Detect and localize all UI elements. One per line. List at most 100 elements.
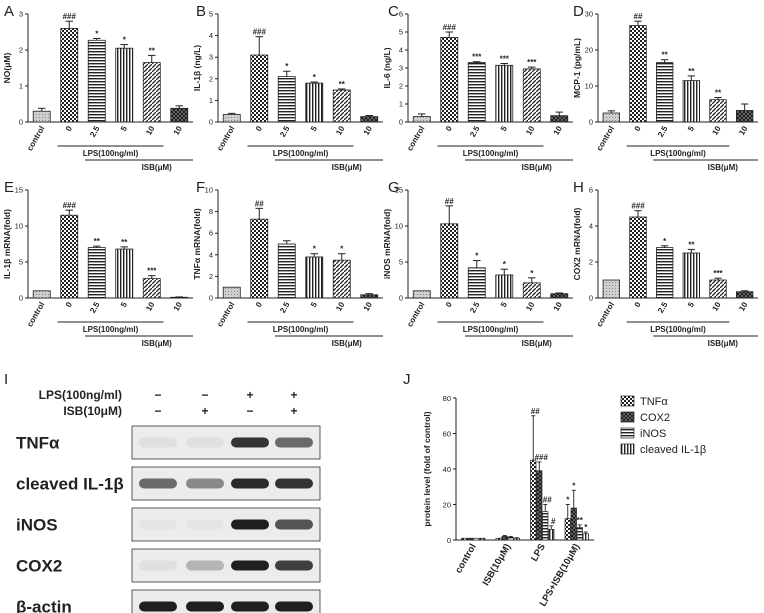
significance-mark: * xyxy=(123,36,127,45)
bar xyxy=(736,291,754,299)
x-tick-label: 10 xyxy=(362,124,375,137)
bar xyxy=(440,37,459,123)
x-tick-label: 10 xyxy=(362,300,375,313)
band xyxy=(139,601,177,612)
x-tick-label: 5 xyxy=(499,300,509,309)
x-tick-label: 2.5 xyxy=(656,300,670,315)
lps-label: LPS(100ng/ml) xyxy=(273,149,329,158)
x-tick-label: 10 xyxy=(172,300,185,313)
significance-mark: * xyxy=(313,73,317,82)
bar xyxy=(170,107,189,123)
x-tick-label: 5 xyxy=(119,124,129,133)
y-tick-label: 15 xyxy=(15,186,23,195)
lps-label: LPS(100ng/ml) xyxy=(83,149,139,158)
bar xyxy=(467,537,474,541)
x-tick-label: LPS xyxy=(529,542,548,564)
panel-letter-f: F xyxy=(196,179,205,196)
condition-mark: + xyxy=(290,404,297,418)
significance-mark: *** xyxy=(472,53,482,62)
condition-label: LPS(100ng/ml) xyxy=(39,388,122,402)
x-tick-label: 0 xyxy=(444,124,454,133)
y-axis-label: MCP-1 (pg/mL) xyxy=(572,38,582,98)
bar xyxy=(250,54,269,123)
band-label: iNOS xyxy=(16,516,58,535)
y-tick-label: 10 xyxy=(15,222,23,231)
x-tick-label: control xyxy=(25,301,46,329)
significance-mark: * xyxy=(313,245,317,254)
x-tick-label: 5 xyxy=(686,300,696,309)
bar xyxy=(709,99,727,123)
isb-label: ISB(μM) xyxy=(708,339,739,348)
bar xyxy=(360,116,379,123)
x-tick-label: 2.5 xyxy=(88,300,102,315)
bar xyxy=(542,511,549,541)
x-tick-label: 5 xyxy=(309,300,319,309)
band xyxy=(275,478,313,489)
isb-label: ISB(μM) xyxy=(332,339,363,348)
significance-mark: ### xyxy=(253,28,267,37)
significance-mark: ** xyxy=(715,89,722,98)
bar xyxy=(507,536,514,541)
y-tick-label: 4 xyxy=(399,46,403,55)
significance-mark: ## xyxy=(445,197,454,206)
blot-strip xyxy=(131,548,321,583)
y-tick-label: 80 xyxy=(443,394,451,403)
significance-mark: * xyxy=(572,481,576,490)
significance-mark: ## xyxy=(255,199,264,208)
x-tick-label: 0 xyxy=(64,300,74,309)
x-tick-label: 2.5 xyxy=(278,300,292,315)
y-tick-label: 0 xyxy=(589,294,593,303)
band xyxy=(275,519,313,530)
y-tick-label: 0 xyxy=(589,118,593,127)
bar xyxy=(332,259,351,299)
bar xyxy=(536,470,543,541)
x-tick-label: 10 xyxy=(710,124,723,137)
chart-panel-a: 0 1 2 3 NO(μM) control ### 0 * 2.5 * 5 ** 10 10 LPS(100… xyxy=(2,10,193,172)
y-tick-label: 6 xyxy=(209,229,213,238)
isb-label: ISB(μM) xyxy=(332,163,363,172)
bar xyxy=(412,116,431,123)
y-tick-label: 6 xyxy=(399,10,403,19)
y-tick-label: 0 xyxy=(399,294,403,303)
y-tick-label: 2 xyxy=(399,82,403,91)
y-axis-label: NO(μM) xyxy=(2,52,12,83)
x-tick-label: 10 xyxy=(552,300,565,313)
bar xyxy=(87,247,106,299)
lps-label: LPS(100ng/ml) xyxy=(463,149,519,158)
y-axis-label: protein level (fold of control) xyxy=(422,411,432,526)
y-tick-label: 20 xyxy=(443,501,451,510)
significance-mark: ## xyxy=(543,496,552,505)
band xyxy=(231,437,269,448)
bar xyxy=(467,62,486,123)
band xyxy=(275,437,313,448)
y-tick-label: 1 xyxy=(209,96,213,105)
legend-label: TNFα xyxy=(640,396,668,408)
significance-mark: * xyxy=(503,260,507,269)
x-tick-label: control xyxy=(405,301,426,329)
bar xyxy=(277,76,296,123)
y-tick-label: 40 xyxy=(443,465,451,474)
lps-label: LPS(100ng/ml) xyxy=(273,325,329,334)
condition-mark: − xyxy=(201,388,208,402)
bar xyxy=(277,243,296,299)
y-tick-label: 10 xyxy=(395,222,403,231)
y-axis-label: iNOS mRNA(fold) xyxy=(382,209,392,280)
chart-panel-b: 0 1 2 3 4 5 IL-1β (ng/L) control ### 0 * 2.5 * 5 ** 10 1… xyxy=(192,10,383,172)
bar xyxy=(495,537,502,541)
blot-row: COX2 xyxy=(16,548,321,583)
y-axis-label: TNFα mRNA(fold) xyxy=(192,208,202,279)
legend-swatch xyxy=(620,411,635,423)
significance-mark: * xyxy=(530,269,534,278)
band xyxy=(275,560,313,571)
band-label: COX2 xyxy=(16,557,62,576)
x-tick-label: 2.5 xyxy=(656,124,670,139)
condition-mark: + xyxy=(290,388,297,402)
significance-mark: *** xyxy=(147,267,157,276)
bar xyxy=(682,252,700,299)
bar xyxy=(495,64,514,123)
bar xyxy=(656,247,674,299)
bar xyxy=(576,527,583,541)
x-tick-label: 2.5 xyxy=(468,124,482,139)
significance-mark: ** xyxy=(577,516,584,525)
significance-mark: * xyxy=(584,523,588,532)
